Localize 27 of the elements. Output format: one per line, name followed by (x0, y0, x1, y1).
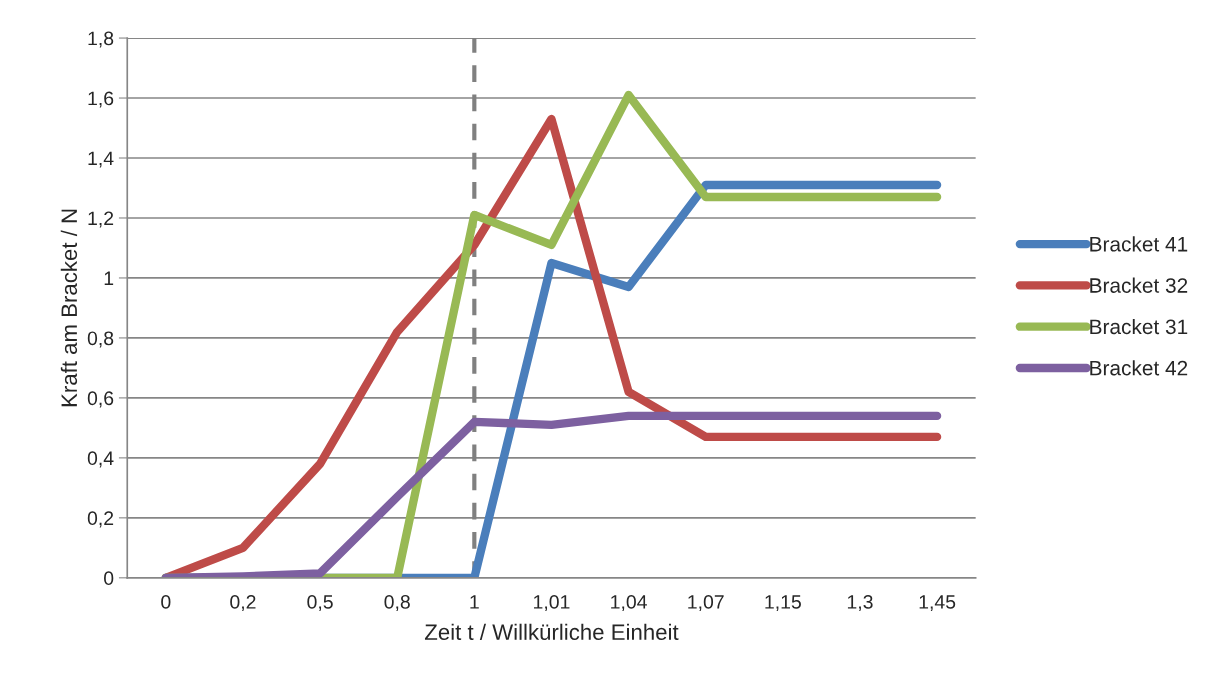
x-tick-label: 1,3 (847, 595, 873, 612)
y-tick-label: 1,2 (88, 211, 114, 228)
y-tick-label: 1 (104, 271, 114, 285)
x-axis-title: Zeit t / Willkürliche Einheit (424, 623, 679, 641)
y-tick-label: 0 (104, 571, 114, 586)
legend-label: Bracket 32 (1090, 277, 1188, 293)
x-tick-label: 0,2 (230, 595, 256, 612)
x-tick-label: 1 (470, 595, 479, 609)
legend-label: Bracket 31 (1090, 318, 1188, 335)
x-tick-label: 0,5 (307, 595, 333, 612)
legend-label: Bracket 42 (1090, 360, 1188, 376)
x-tick-label: 0,8 (384, 595, 410, 612)
y-tick-label: 1,8 (88, 31, 114, 48)
y-tick-label: 0,2 (87, 511, 114, 528)
x-tick-label: 1,15 (765, 595, 801, 612)
y-tick-label: 1,4 (88, 151, 114, 168)
x-tick-label: 0 (161, 595, 171, 609)
y-axis-title: Kraft am Bracket / N (60, 209, 78, 407)
x-tick-label: 1,45 (919, 595, 956, 612)
y-tick-label: 0,8 (87, 331, 114, 348)
y-tick-label: 1,6 (88, 91, 114, 108)
x-tick-label: 1,07 (688, 595, 724, 612)
x-tick-label: 1,04 (611, 595, 647, 612)
y-tick-label: 0,4 (87, 451, 114, 468)
x-tick-label: 1,01 (534, 595, 570, 612)
legend-label: Bracket 41 (1090, 236, 1188, 252)
y-tick-label: 0,6 (87, 391, 114, 408)
